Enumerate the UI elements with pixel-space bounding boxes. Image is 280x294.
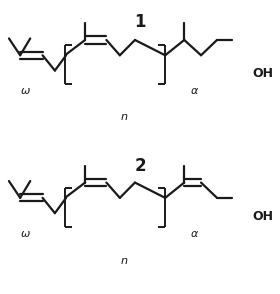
Text: $n$: $n$ — [120, 112, 129, 122]
Text: OH: OH — [252, 67, 273, 80]
Text: $\alpha$: $\alpha$ — [190, 229, 199, 239]
Text: $\omega$: $\omega$ — [20, 86, 31, 96]
Text: 2: 2 — [134, 157, 146, 175]
Text: OH: OH — [252, 210, 273, 223]
Text: 1: 1 — [134, 13, 146, 31]
Text: $n$: $n$ — [120, 256, 129, 266]
Text: $\omega$: $\omega$ — [20, 229, 31, 239]
Text: $\alpha$: $\alpha$ — [190, 86, 199, 96]
